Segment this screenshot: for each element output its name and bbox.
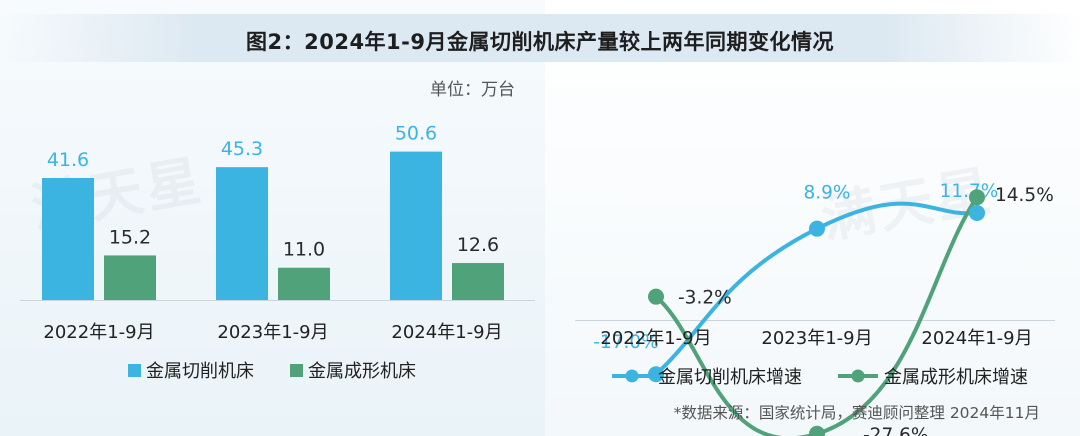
legend-marker	[851, 369, 865, 383]
data-point-forming	[809, 425, 825, 436]
x-tick-label: 2022年1-9月	[600, 328, 711, 349]
x-tick-label: 2024年1-9月	[391, 322, 502, 343]
title-bar	[0, 14, 1080, 62]
legend-swatch	[290, 364, 303, 377]
legend-label: 金属成形机床增速	[884, 367, 1028, 388]
line-panel-background	[545, 0, 1080, 436]
data-point-cutting	[809, 220, 825, 237]
unit-label: 单位：万台	[430, 80, 515, 100]
point-value-label: 11.7%	[940, 181, 999, 202]
bar-forming	[278, 267, 330, 300]
bar-value-label: 50.6	[395, 123, 437, 145]
bar-value-label: 41.6	[47, 149, 89, 171]
point-value-label: -3.2%	[678, 288, 732, 309]
x-tick-label: 2022年1-9月	[43, 322, 154, 343]
legend-marker	[625, 369, 639, 383]
chart-title: 图2：2024年1-9月金属切削机床产量较上两年同期变化情况	[246, 30, 834, 54]
point-value-label: -27.6%	[863, 425, 928, 436]
point-value-label: 8.9%	[804, 183, 851, 204]
bar-forming	[104, 255, 156, 300]
data-point-cutting	[969, 204, 985, 221]
point-value-label: 14.5%	[995, 185, 1054, 206]
legend-swatch	[128, 364, 141, 377]
legend-label: 金属切削机床	[146, 361, 254, 382]
data-point-cutting	[648, 366, 664, 383]
bar-value-label: 15.2	[109, 226, 151, 248]
bar-chart: 41.6 15.2 2022年1-9月 45.3 11.0 2023年1-9月 50.6 12…	[20, 123, 535, 382]
bar-forming	[452, 263, 504, 300]
bar-cutting	[216, 167, 268, 300]
source-note: *数据来源：国家统计局，赛迪顾问整理 2024年11月	[673, 404, 1040, 422]
x-tick-label: 2023年1-9月	[217, 322, 328, 343]
x-tick-label: 2023年1-9月	[761, 328, 872, 349]
x-tick-label: 2024年1-9月	[921, 328, 1032, 349]
bar-value-label: 12.6	[457, 234, 499, 256]
legend-label: 金属切削机床增速	[658, 367, 802, 388]
data-point-forming	[648, 288, 664, 305]
point-value-label: -17.0%	[593, 332, 658, 353]
data-point-forming	[969, 189, 985, 206]
legend-label: 金属成形机床	[308, 361, 416, 382]
bar-cutting	[42, 178, 94, 300]
bar-value-label: 11.0	[283, 239, 325, 261]
bar-value-label: 45.3	[221, 138, 263, 160]
bar-cutting	[390, 151, 442, 300]
